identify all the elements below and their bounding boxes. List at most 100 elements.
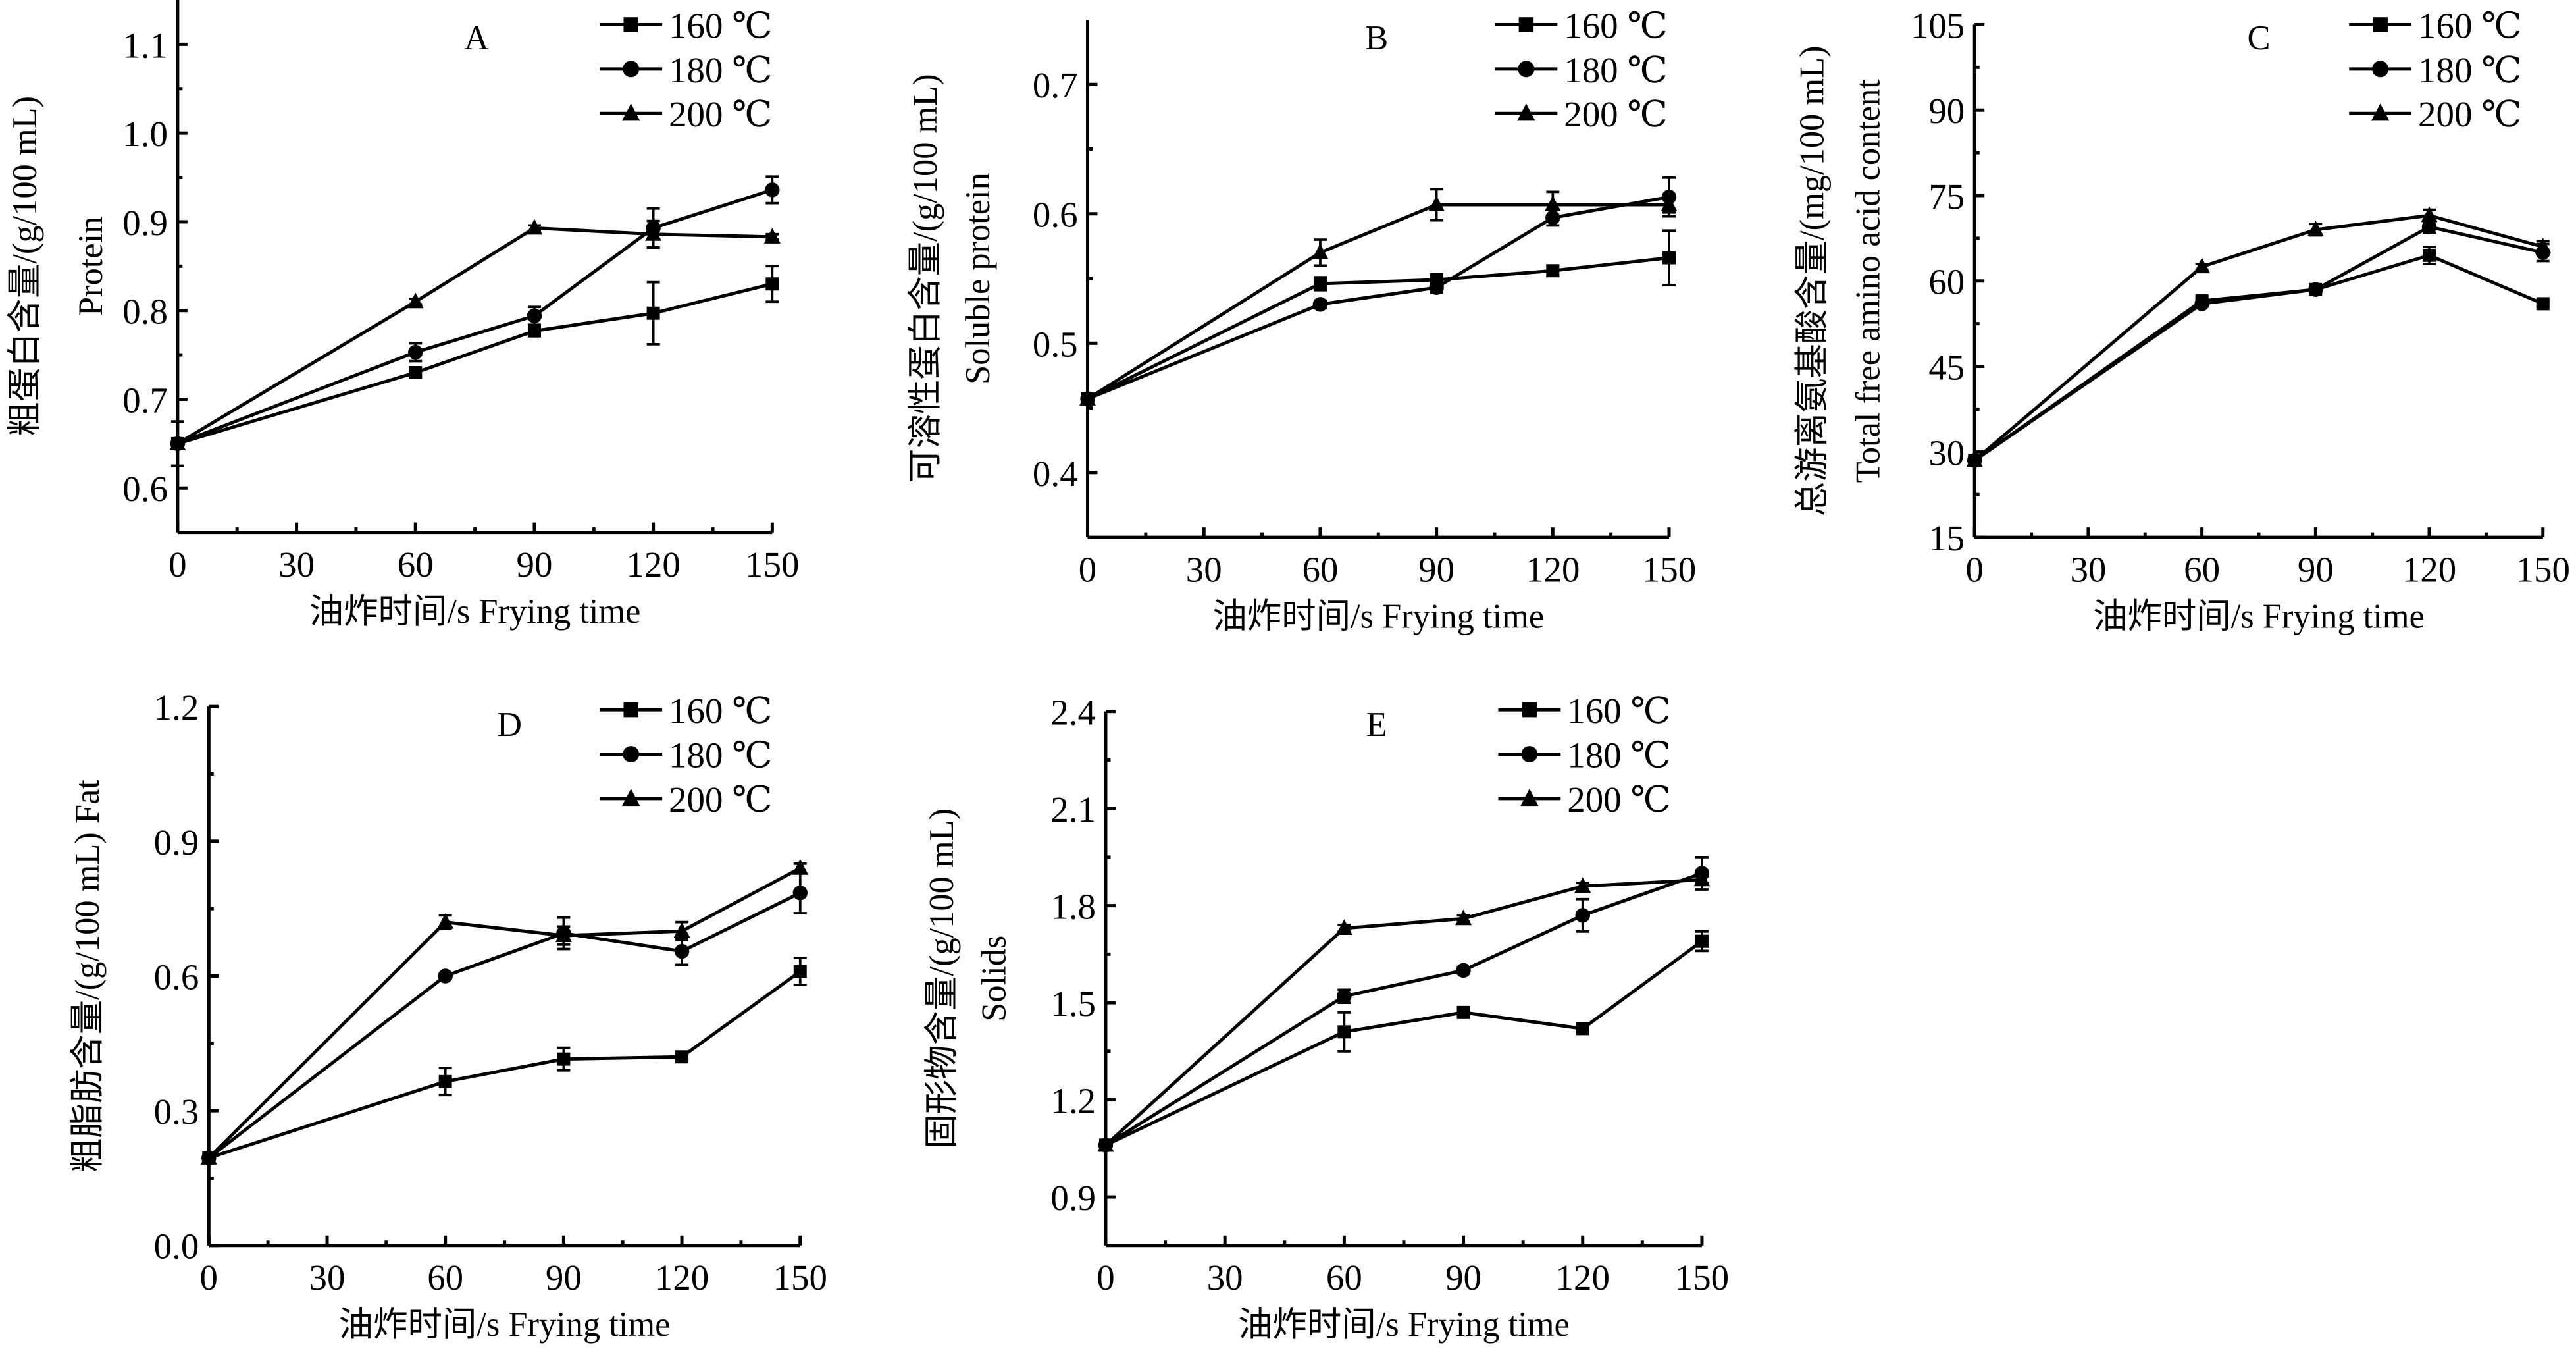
series-180 xyxy=(170,175,780,452)
circle-marker xyxy=(1429,280,1444,296)
circle-marker xyxy=(438,968,453,984)
square-marker xyxy=(1456,1005,1470,1019)
y-tick-label: 2.1 xyxy=(1050,789,1096,830)
panel-label: A xyxy=(464,19,489,57)
y-tick-label: 0.6 xyxy=(1033,195,1078,235)
triangle-marker xyxy=(645,225,662,241)
series-line xyxy=(1104,939,1703,1147)
square-marker xyxy=(623,17,638,32)
square-marker xyxy=(1546,264,1560,278)
circle-marker xyxy=(1518,61,1535,78)
square-marker xyxy=(1662,251,1676,265)
x-tick-label: 60 xyxy=(427,1257,463,1298)
triangle-marker xyxy=(673,922,690,938)
series-200 xyxy=(1966,206,2552,467)
y-tick-label: 105 xyxy=(1911,5,1965,45)
y-tick-label: 60 xyxy=(1928,262,1965,302)
legend-label: 180 ℃ xyxy=(669,50,772,90)
y-axis-label: 固形物含量/(g/100 mL) xyxy=(923,808,961,1149)
square-marker xyxy=(1576,1022,1589,1036)
x-axis-label: 油炸时间/s Frying time xyxy=(339,1306,671,1344)
x-tick-label: 30 xyxy=(2070,549,2106,589)
y-axis-label: 粗脂肪含量/(g/100 mL) Fat xyxy=(68,780,107,1173)
triangle-marker xyxy=(1455,909,1472,926)
triangle-marker xyxy=(555,926,572,943)
x-tick-label: 120 xyxy=(2402,549,2456,589)
square-marker xyxy=(1695,934,1709,948)
panel-label: B xyxy=(1365,19,1388,57)
legend-label: 180 ℃ xyxy=(2418,50,2521,90)
triangle-marker xyxy=(2421,206,2438,223)
legend-entry: 160 ℃ xyxy=(600,691,773,731)
chart-panel-e: 0 30 60 90 120 150 0.9 1.2 1.5 1.8 2.1 2.4 油炸时间/s Fr… xyxy=(923,691,1729,1344)
square-marker xyxy=(1313,277,1327,290)
series-160 xyxy=(1968,245,2550,467)
x-tick-label: 0 xyxy=(1096,1257,1114,1298)
legend-entry: 180 ℃ xyxy=(1495,50,1668,90)
legend-entry: 180 ℃ xyxy=(1498,735,1671,776)
series-line xyxy=(177,282,773,446)
circle-marker xyxy=(765,182,780,198)
square-marker xyxy=(557,1052,571,1066)
y-tick-label: 0.8 xyxy=(122,292,168,332)
legend-label: 200 ℃ xyxy=(669,94,772,134)
y-tick-label: 45 xyxy=(1928,348,1965,388)
series-line xyxy=(176,188,773,446)
circle-marker xyxy=(2421,219,2437,234)
x-tick-label: 150 xyxy=(1642,549,1696,589)
x-tick-label: 60 xyxy=(2184,549,2220,589)
square-marker xyxy=(765,277,779,291)
circle-marker xyxy=(408,344,423,360)
series-line xyxy=(207,866,801,1159)
triangle-marker xyxy=(2307,221,2324,236)
triangle-marker xyxy=(169,435,186,450)
triangle-marker xyxy=(407,292,424,309)
y-axis-label: Protein xyxy=(72,217,110,316)
triangle-marker xyxy=(437,913,454,929)
x-tick-label: 0 xyxy=(1965,549,1983,589)
circle-marker xyxy=(792,886,808,901)
series-line xyxy=(1087,203,1670,400)
x-tick-label: 90 xyxy=(2298,549,2334,589)
y-axis-label: Solids xyxy=(975,936,1014,1022)
legend-label: 200 ℃ xyxy=(2418,94,2521,134)
x-tick-label: 150 xyxy=(773,1257,827,1298)
series-160 xyxy=(1098,930,1709,1152)
circle-marker xyxy=(1312,297,1328,312)
triangle-marker xyxy=(792,859,809,875)
triangle-marker xyxy=(1097,1136,1114,1152)
legend-label: 160 ℃ xyxy=(1564,5,1667,45)
y-tick-label: 1.5 xyxy=(1050,984,1096,1024)
x-tick-label: 90 xyxy=(1445,1257,1481,1298)
legend-label: 180 ℃ xyxy=(669,735,772,776)
legend-label: 160 ℃ xyxy=(669,691,772,731)
y-tick-label: 75 xyxy=(1928,176,1965,217)
legend-entry: 180 ℃ xyxy=(600,735,773,776)
y-axis-label: 可溶性蛋白含量/(g/100 mL) xyxy=(906,74,944,483)
legend-entry: 160 ℃ xyxy=(2349,5,2522,45)
circle-marker xyxy=(1521,746,1538,763)
triangle-marker xyxy=(1335,919,1352,935)
legend-label: 200 ℃ xyxy=(1564,94,1667,134)
x-tick-label: 120 xyxy=(1526,549,1580,589)
x-tick-label: 90 xyxy=(546,1257,582,1298)
x-tick-label: 0 xyxy=(168,544,186,585)
triangle-marker xyxy=(621,103,640,121)
triangle-marker xyxy=(200,1149,217,1165)
legend-entry: 160 ℃ xyxy=(1495,5,1668,45)
triangle-marker xyxy=(1517,103,1535,121)
circle-marker xyxy=(2194,296,2209,311)
y-axis-label: Soluble protein xyxy=(959,172,997,384)
x-tick-label: 60 xyxy=(1326,1257,1362,1298)
x-tick-label: 60 xyxy=(398,544,434,585)
x-axis-label: 油炸时间/s Frying time xyxy=(1212,597,1544,635)
y-tick-label: 0.9 xyxy=(122,203,168,243)
legend-entry: 200 ℃ xyxy=(600,94,773,134)
y-tick-label: 0.7 xyxy=(122,380,168,420)
triangle-marker xyxy=(1661,196,1678,211)
circle-marker xyxy=(527,308,542,324)
y-tick-label: 2.4 xyxy=(1050,693,1096,733)
legend-label: 160 ℃ xyxy=(2418,5,2521,45)
x-tick-label: 60 xyxy=(1302,549,1338,589)
panel-label: C xyxy=(2247,19,2270,57)
